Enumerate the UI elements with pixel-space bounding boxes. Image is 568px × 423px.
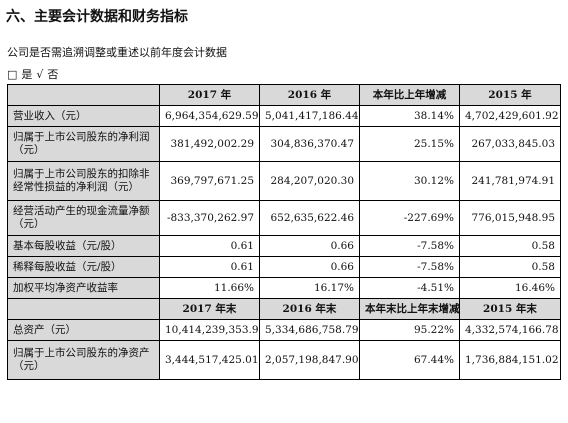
table-row: 归属于上市公司股东的净资产（元） 3,444,517,425.01 2,057,… [7,340,561,380]
header-cell [7,84,160,106]
restatement-options: □ 是 √ 否 [7,66,62,82]
header-cell: 2015 年 [459,84,561,106]
value-cell: 5,334,686,758.79 [259,319,360,341]
value-cell: -833,370,262.97 [159,200,260,236]
value-cell: 25.15% [359,126,460,162]
value-cell: 776,015,948.95 [459,200,561,236]
checkmark-icon: √ [36,68,44,81]
row-label: 归属于上市公司股东的净利润（元） [7,126,160,162]
value-cell: -7.58% [359,235,460,257]
value-cell: 30.12% [359,161,460,201]
value-cell: 0.58 [459,256,561,278]
value-cell: 304,836,370.47 [259,126,360,162]
header-cell [7,298,160,320]
header-cell: 本年末比上年末增减 [359,298,460,320]
value-cell: 5,041,417,186.44 [259,105,360,127]
table-row: 归属于上市公司股东的净利润（元） 381,492,002.29 304,836,… [7,126,561,162]
value-cell: 10,414,239,353.91 [159,319,260,341]
table-row: 稀释每股收益（元/股） 0.61 0.66 -7.58% 0.58 [7,256,561,278]
header-cell: 2016 年 [259,84,360,106]
table-header-row: 2017 年末 2016 年末 本年末比上年末增减 2015 年末 [7,298,561,320]
restatement-question: 公司是否需追溯调整或重述以前年度会计数据 [7,46,227,59]
row-label: 总资产（元） [7,319,160,341]
row-label: 归属于上市公司股东的扣除非经常性损益的净利润（元） [7,161,160,201]
value-cell: 0.61 [159,256,260,278]
row-label: 稀释每股收益（元/股） [7,256,160,278]
header-cell: 本年比上年增减 [359,84,460,106]
value-cell: 1,736,884,151.02 [459,340,561,380]
row-label: 经营活动产生的现金流量净额（元） [7,200,160,236]
table-row: 归属于上市公司股东的扣除非经常性损益的净利润（元） 369,797,671.25… [7,161,561,201]
header-cell: 2017 年末 [159,298,260,320]
value-cell: 4,702,429,601.92 [459,105,561,127]
row-label: 加权平均净资产收益率 [7,277,160,299]
table-row: 经营活动产生的现金流量净额（元） -833,370,262.97 652,635… [7,200,561,236]
checkbox-icon: □ [7,68,18,81]
value-cell: 0.66 [259,235,360,257]
value-cell: 0.61 [159,235,260,257]
value-cell: -4.51% [359,277,460,299]
value-cell: 6,964,354,629.59 [159,105,260,127]
value-cell: 369,797,671.25 [159,161,260,201]
value-cell: 11.66% [159,277,260,299]
financial-data-table: 2017 年 2016 年 本年比上年增减 2015 年 营业收入（元） 6,9… [7,84,561,380]
value-cell: 95.22% [359,319,460,341]
option-yes-label: 是 [21,68,33,81]
table-row: 加权平均净资产收益率 11.66% 16.17% -4.51% 16.46% [7,277,561,299]
table-header-row: 2017 年 2016 年 本年比上年增减 2015 年 [7,84,561,106]
header-cell: 2016 年末 [259,298,360,320]
value-cell: 2,057,198,847.90 [259,340,360,380]
row-label: 营业收入（元） [7,105,160,127]
value-cell: 4,332,574,166.78 [459,319,561,341]
row-label: 归属于上市公司股东的净资产（元） [7,340,160,380]
value-cell: 241,781,974.91 [459,161,561,201]
value-cell: 267,033,845.03 [459,126,561,162]
value-cell: 67.44% [359,340,460,380]
table-row: 营业收入（元） 6,964,354,629.59 5,041,417,186.4… [7,105,561,127]
value-cell: 284,207,020.30 [259,161,360,201]
value-cell: 0.58 [459,235,561,257]
option-no-label: 否 [47,68,59,81]
value-cell: 16.17% [259,277,360,299]
row-label: 基本每股收益（元/股） [7,235,160,257]
value-cell: -7.58% [359,256,460,278]
value-cell: 652,635,622.46 [259,200,360,236]
value-cell: 38.14% [359,105,460,127]
value-cell: 381,492,002.29 [159,126,260,162]
value-cell: 16.46% [459,277,561,299]
value-cell: -227.69% [359,200,460,236]
section-heading: 六、主要会计数据和财务指标 [6,9,188,25]
value-cell: 0.66 [259,256,360,278]
table-row: 总资产（元） 10,414,239,353.91 5,334,686,758.7… [7,319,561,341]
table-row: 基本每股收益（元/股） 0.61 0.66 -7.58% 0.58 [7,235,561,257]
header-cell: 2017 年 [159,84,260,106]
header-cell: 2015 年末 [459,298,561,320]
value-cell: 3,444,517,425.01 [159,340,260,380]
